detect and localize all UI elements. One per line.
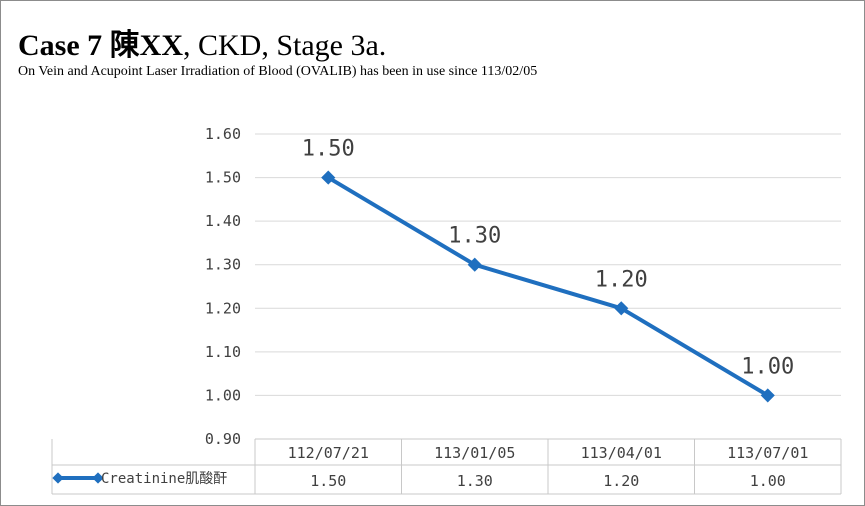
chart-subtitle: On Vein and Acupoint Laser Irradiation o…	[18, 64, 538, 79]
table-value-cell: 1.00	[750, 472, 786, 490]
y-tick-label: 1.40	[205, 212, 241, 230]
data-label: 1.00	[741, 354, 794, 379]
data-label: 1.20	[595, 267, 648, 292]
data-point-marker	[467, 257, 482, 272]
y-tick-label: 1.60	[205, 125, 241, 143]
y-tick-label: 1.20	[205, 299, 241, 317]
table-value-cell: 1.50	[310, 472, 346, 490]
y-tick-label: 0.90	[205, 430, 241, 448]
y-tick-label: 1.00	[205, 386, 241, 404]
legend-series-name: Creatinine肌酸酐	[101, 471, 227, 487]
chart-title: Case 7 陳XX, CKD, Stage 3a.	[18, 20, 386, 64]
legend-marker-left	[52, 472, 64, 484]
y-tick-label: 1.30	[205, 256, 241, 274]
table-value-cell: 1.20	[603, 472, 639, 490]
data-point-marker	[614, 301, 629, 316]
x-category-label: 112/07/21	[288, 444, 369, 462]
table-value-cell: 1.30	[457, 472, 493, 490]
data-label: 1.50	[302, 137, 355, 162]
y-tick-label: 1.10	[205, 343, 241, 361]
data-label: 1.30	[448, 224, 501, 249]
data-point-marker	[321, 170, 336, 185]
title-case-name: Case 7 陳XX	[18, 29, 183, 62]
series-line	[327, 175, 769, 398]
x-category-label: 113/07/01	[727, 444, 808, 462]
title-diagnosis: , CKD, Stage 3a.	[183, 29, 387, 62]
x-category-label: 113/04/01	[581, 444, 662, 462]
x-category-label: 113/01/05	[434, 444, 515, 462]
data-point-marker	[760, 388, 775, 403]
y-tick-label: 1.50	[205, 169, 241, 187]
